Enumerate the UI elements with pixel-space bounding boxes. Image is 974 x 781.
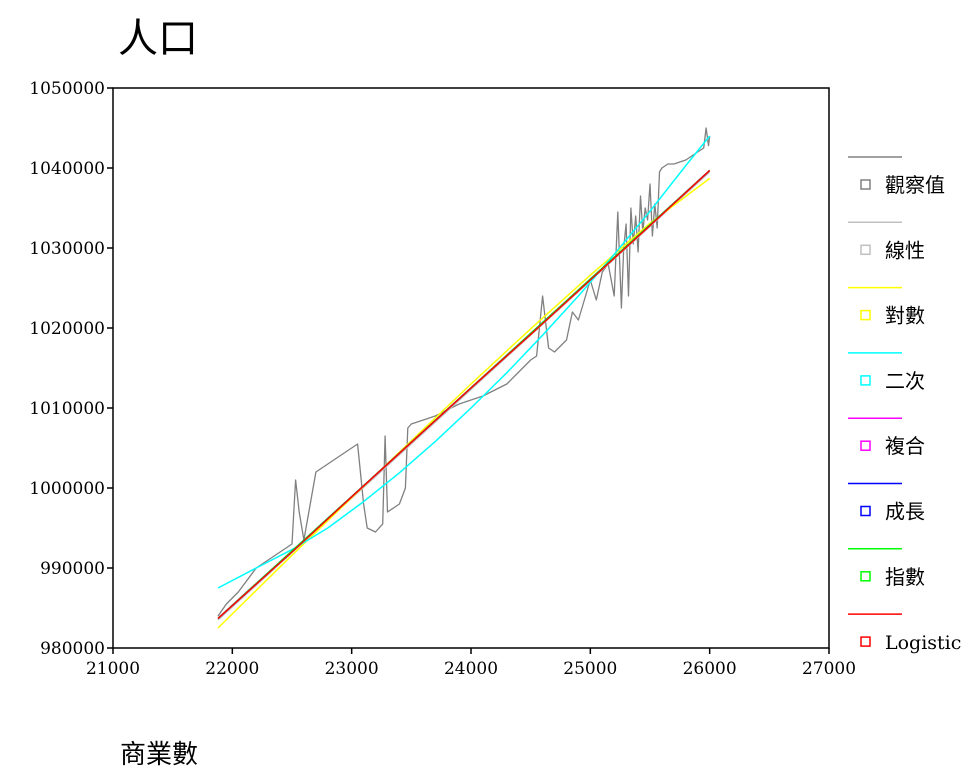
y-tick-label: 1000000 [29, 479, 105, 499]
series-line-3 [217, 135, 711, 589]
legend-marker [860, 571, 871, 582]
legend-label: 複合 [885, 434, 925, 458]
x-tick-label: 25000 [563, 659, 617, 679]
legend-marker [860, 375, 871, 386]
series-line-0 [217, 127, 711, 617]
y-tick-label: 1010000 [29, 399, 105, 419]
legend-label: 成長 [885, 500, 925, 524]
x-axis-label: 商業數 [120, 740, 198, 770]
y-tick-label: 1050000 [29, 79, 105, 99]
x-tick-label: 26000 [683, 659, 737, 679]
legend-marker [860, 244, 871, 256]
x-tick-label: 24000 [444, 659, 498, 679]
y-axis: 980000 990000 1000000 1010000 1020000 1030000… [29, 79, 113, 659]
series-line-7 [217, 169, 711, 619]
legend-label: 觀察值 [885, 173, 945, 197]
x-tick-label: 27000 [802, 659, 856, 679]
legend-label: 對數 [885, 304, 925, 328]
x-axis: 21000 22000 23000 24000 25000 26000 27000 [86, 648, 856, 679]
chart-title: 人口 [118, 16, 198, 62]
legend-marker [860, 309, 871, 321]
y-tick-label: 990000 [40, 559, 105, 579]
y-tick-label: 980000 [40, 639, 105, 659]
y-tick-label: 1020000 [29, 319, 105, 339]
x-tick-label: 21000 [86, 659, 140, 679]
legend-label: Logistic [885, 632, 961, 654]
y-tick-label: 1040000 [29, 159, 105, 179]
legend-marker [860, 505, 871, 517]
legend-label: 二次 [885, 369, 925, 393]
legend-label: 線性 [885, 238, 925, 262]
series-line-2 [217, 177, 711, 629]
legend-label: 指數 [885, 565, 925, 589]
x-tick-label: 22000 [205, 659, 259, 679]
x-tick-label: 23000 [325, 659, 379, 679]
legend-marker [860, 179, 871, 190]
legend-marker [860, 440, 871, 451]
series-lines [217, 127, 711, 629]
legend-marker [860, 636, 871, 647]
y-tick-label: 1030000 [29, 239, 105, 259]
plot-area [112, 87, 830, 649]
